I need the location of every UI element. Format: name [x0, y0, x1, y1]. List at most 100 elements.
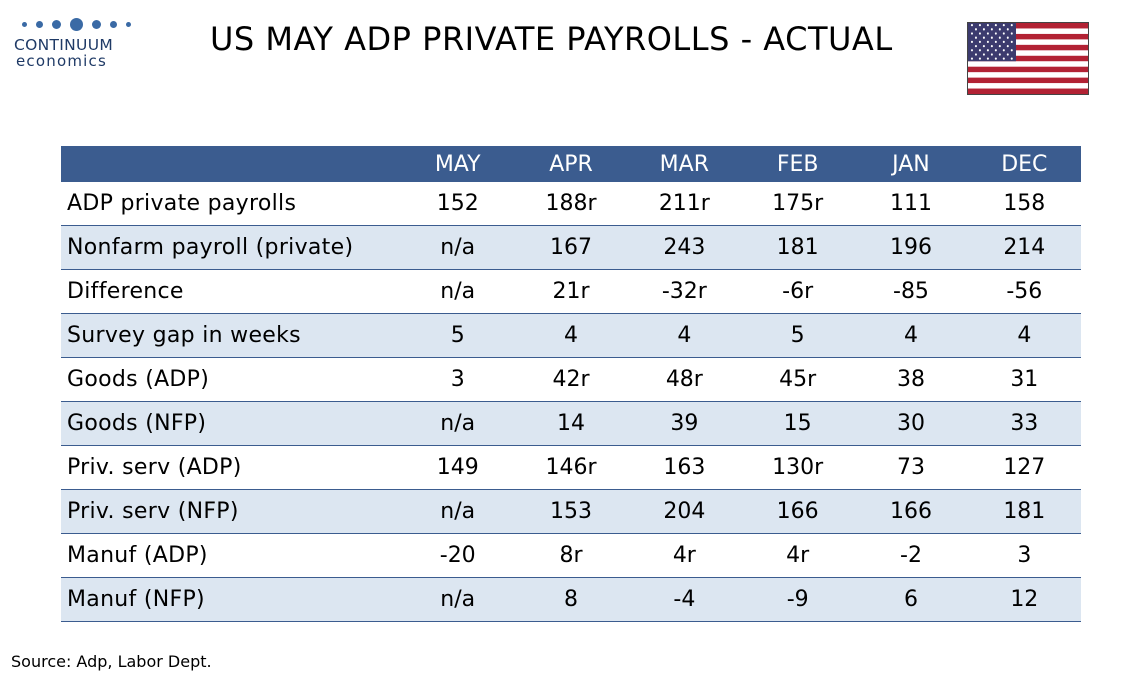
flag-star	[974, 36, 977, 39]
flag-star	[1010, 32, 1013, 35]
table-cell: -4	[627, 577, 741, 622]
table-cell: 153	[514, 489, 628, 534]
row-label: Manuf (ADP)	[61, 533, 402, 578]
flag-star	[978, 57, 981, 60]
table-cell: -9	[741, 577, 855, 622]
logo-dot	[22, 21, 27, 27]
table-cell: 14	[514, 401, 628, 446]
table-row: Nonfarm payroll (private) n/a 167 243 181 196…	[61, 225, 1081, 270]
logo-dot	[92, 19, 101, 29]
table-cell: 181	[741, 225, 855, 270]
table-row: Manuf (ADP) -20 8r 4r 4r -2 3	[61, 533, 1081, 578]
table-cell: 4	[967, 313, 1081, 358]
row-label: Manuf (NFP)	[61, 577, 402, 622]
table-cell: 30	[854, 401, 968, 446]
table-cell: 166	[741, 489, 855, 534]
table-cell: 3	[401, 357, 515, 402]
flag-star	[986, 49, 989, 52]
table-cell: 196	[854, 225, 968, 270]
flag-star	[990, 28, 993, 31]
table-cell: 4r	[741, 533, 855, 578]
flag-star	[994, 40, 997, 44]
logo-line2: economics	[16, 52, 107, 70]
page-title: US MAY ADP PRIVATE PAYROLLS - ACTUAL	[210, 20, 893, 58]
column-header: MAR	[627, 146, 741, 182]
table-row: Priv. serv (ADP) 149 146r 163 130r 73 127	[61, 445, 1081, 490]
table-cell: 5	[401, 313, 515, 358]
flag-star	[998, 44, 1001, 48]
table-row: Goods (ADP) 3 42r 48r 45r 38 31	[61, 357, 1081, 402]
source-note: Source: Adp, Labor Dept.	[11, 652, 212, 671]
flag-star	[982, 28, 985, 31]
flag-star	[970, 23, 973, 27]
flag-star	[1002, 32, 1005, 35]
table-cell: n/a	[401, 269, 515, 314]
flag-star	[1006, 36, 1009, 39]
table-row: Goods (NFP) n/a 14 39 15 30 33	[61, 401, 1081, 446]
column-header: DEC	[967, 146, 1081, 182]
column-header: FEB	[741, 146, 855, 182]
row-label: Goods (ADP)	[61, 357, 402, 402]
flag-star	[1002, 23, 1005, 27]
flag-star	[978, 32, 981, 35]
row-label: Nonfarm payroll (private)	[61, 225, 402, 270]
flag-star	[974, 53, 977, 56]
row-label: Survey gap in weeks	[61, 313, 402, 358]
table-cell: 4	[854, 313, 968, 358]
flag-stripe	[968, 33, 1088, 40]
column-header: JAN	[854, 146, 968, 182]
flag-star	[1010, 23, 1013, 27]
table-cell: 181	[967, 489, 1081, 534]
table-cell: 163	[627, 445, 741, 490]
logo-line1: CONTINUUM	[14, 36, 114, 54]
table-cell: n/a	[401, 489, 515, 534]
table-cell: 45r	[741, 357, 855, 402]
table-row: ADP private payrolls 152 188r 211r 175r 111 15…	[61, 182, 1081, 226]
table-cell: 204	[627, 489, 741, 534]
flag-star	[978, 23, 981, 27]
logo-dot	[36, 20, 43, 28]
row-label: Goods (NFP)	[61, 401, 402, 446]
table-cell: 42r	[514, 357, 628, 402]
table-cell: 152	[401, 182, 515, 226]
flag-star	[986, 57, 989, 60]
row-label: Priv. serv (ADP)	[61, 445, 402, 490]
row-label: ADP private payrolls	[61, 182, 402, 226]
table-row: Manuf (NFP) n/a 8 -4 -9 6 12	[61, 577, 1081, 622]
table-cell: 188r	[514, 182, 628, 226]
column-header-blank	[61, 146, 402, 182]
flag-star	[1002, 40, 1005, 44]
table-cell: -56	[967, 269, 1081, 314]
table-cell: -2	[854, 533, 968, 578]
logo-dots	[14, 14, 144, 34]
flag-star	[994, 23, 997, 27]
flag-star	[1002, 57, 1005, 60]
flag-star	[970, 57, 973, 60]
table-cell: 146r	[514, 445, 628, 490]
flag-star	[970, 32, 973, 35]
flag-star	[998, 36, 1001, 39]
flag-star	[970, 49, 973, 52]
table-cell: n/a	[401, 577, 515, 622]
logo-dot	[110, 20, 117, 28]
flag-star	[990, 53, 993, 56]
flag-star	[1010, 49, 1013, 52]
flag-star	[978, 49, 981, 52]
table-cell: -85	[854, 269, 968, 314]
table-cell: 39	[627, 401, 741, 446]
table-cell: 214	[967, 225, 1081, 270]
table-cell: 6	[854, 577, 968, 622]
flag-stripe	[968, 88, 1088, 94]
flag-star	[982, 44, 985, 48]
flag-stripe	[968, 23, 1088, 29]
payrolls-table: MAY APR MAR FEB JAN DEC ADP private payrolls 1…	[61, 146, 1081, 622]
flag-star	[1006, 44, 1009, 48]
flag-star	[974, 44, 977, 48]
flag-star	[1006, 53, 1009, 56]
table-cell: 73	[854, 445, 968, 490]
table-cell: 111	[854, 182, 968, 226]
flag-star	[986, 32, 989, 35]
logo-dot	[70, 17, 83, 31]
flag-star	[994, 32, 997, 35]
table-cell: 4r	[627, 533, 741, 578]
